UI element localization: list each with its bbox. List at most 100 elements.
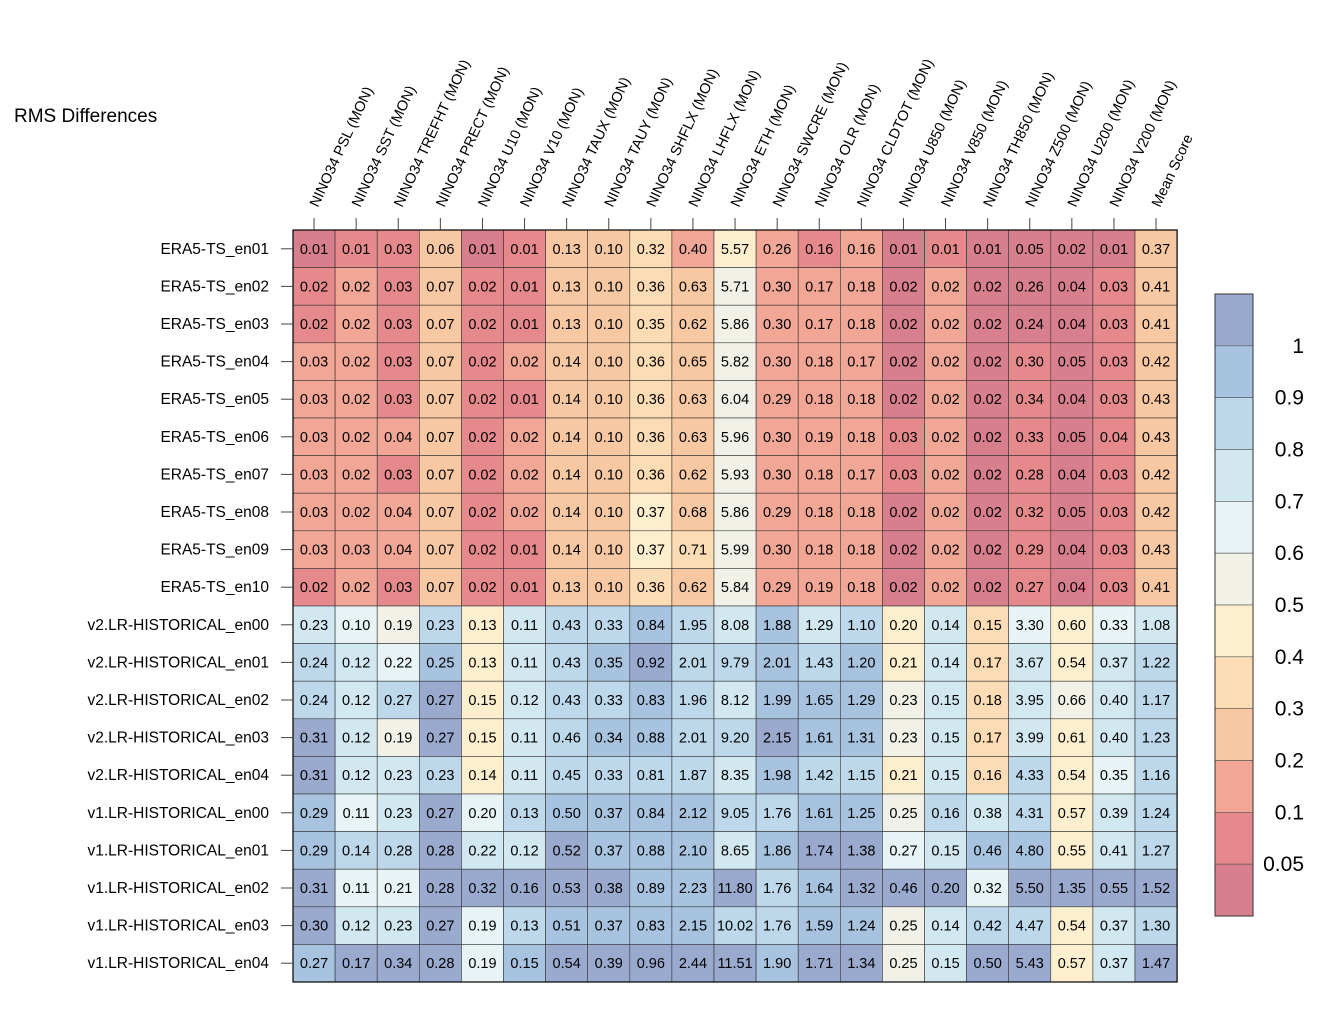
cell-value: 0.04 bbox=[384, 543, 412, 559]
heatmap-cell bbox=[376, 756, 420, 795]
cell-value: 0.02 bbox=[468, 392, 496, 408]
heatmap-cell bbox=[1134, 492, 1178, 532]
heatmap-cell bbox=[376, 793, 420, 832]
cell-value: 2.01 bbox=[679, 655, 707, 671]
heatmap-cell bbox=[1092, 643, 1136, 682]
colorbar-swatch bbox=[1214, 501, 1254, 554]
cell-value: 0.16 bbox=[847, 242, 875, 258]
heatmap-cell bbox=[839, 568, 883, 607]
cell-value: 0.21 bbox=[384, 881, 412, 897]
cell-value: 0.10 bbox=[595, 430, 623, 446]
cell-value: 0.03 bbox=[889, 430, 917, 446]
heatmap-cell bbox=[629, 718, 673, 757]
heatmap-cell bbox=[1050, 492, 1094, 532]
heatmap-cell bbox=[755, 718, 799, 757]
heatmap-cell bbox=[1050, 417, 1094, 456]
heatmap-cell bbox=[755, 944, 799, 983]
cell-value: 0.31 bbox=[300, 881, 328, 897]
cell-value: 0.02 bbox=[342, 467, 370, 483]
cell-value: 0.23 bbox=[300, 618, 328, 634]
cell-value: 0.45 bbox=[553, 768, 581, 784]
cell-value: 1.43 bbox=[805, 655, 833, 671]
heatmap-cell bbox=[587, 906, 631, 945]
cell-value: 0.37 bbox=[595, 843, 623, 859]
cell-value: 0.04 bbox=[1058, 580, 1086, 596]
cell-value: 0.29 bbox=[1016, 543, 1044, 559]
heatmap-cell bbox=[924, 756, 967, 795]
colorbar-swatch bbox=[1214, 604, 1254, 658]
cell-value: 0.04 bbox=[1100, 430, 1128, 446]
heatmap-cell bbox=[671, 304, 715, 344]
cell-value: 0.13 bbox=[553, 242, 581, 258]
heatmap-cell bbox=[418, 568, 462, 607]
heatmap-cell bbox=[376, 380, 420, 419]
cell-value: 0.04 bbox=[384, 505, 412, 521]
cell-value: 0.02 bbox=[931, 317, 959, 333]
cell-value: 0.12 bbox=[342, 768, 370, 784]
heatmap-cell bbox=[503, 944, 546, 983]
heatmap-cell bbox=[797, 304, 841, 344]
cell-value: 0.11 bbox=[343, 881, 370, 897]
heatmap-cell bbox=[797, 831, 841, 870]
cell-value: 0.32 bbox=[637, 242, 665, 258]
heatmap-cell bbox=[629, 756, 673, 795]
heatmap-cell bbox=[1134, 417, 1178, 456]
colorbar-swatch bbox=[1214, 656, 1254, 709]
cell-value: 5.43 bbox=[1016, 956, 1044, 972]
cell-value: 0.25 bbox=[426, 655, 454, 671]
cell-value: 0.10 bbox=[595, 467, 623, 483]
heatmap-cell bbox=[587, 944, 631, 983]
cell-value: 0.01 bbox=[510, 279, 538, 295]
cell-value: 0.50 bbox=[974, 956, 1002, 972]
cell-value: 0.27 bbox=[426, 731, 454, 747]
cell-value: 1.29 bbox=[805, 618, 833, 634]
cell-value: 0.51 bbox=[553, 919, 581, 935]
row-label: ERA5-TS_en01 bbox=[160, 241, 269, 258]
cell-value: 0.50 bbox=[553, 806, 581, 822]
heatmap-cell bbox=[713, 643, 757, 682]
cell-value: 0.03 bbox=[1100, 355, 1128, 371]
cell-value: 0.23 bbox=[426, 768, 454, 784]
cell-value: 0.03 bbox=[300, 467, 328, 483]
heatmap-cell bbox=[1092, 492, 1136, 532]
heatmap-cell bbox=[376, 568, 420, 607]
cell-value: 0.68 bbox=[679, 505, 707, 521]
heatmap-cell bbox=[418, 718, 462, 757]
heatmap-cell bbox=[418, 906, 462, 945]
heatmap-cell bbox=[839, 455, 883, 494]
heatmap-cell bbox=[376, 643, 420, 682]
cell-value: 0.07 bbox=[426, 505, 454, 521]
cell-value: 0.02 bbox=[931, 543, 959, 559]
cell-value: 0.22 bbox=[468, 843, 496, 859]
heatmap-cell bbox=[671, 455, 715, 494]
cell-value: 0.89 bbox=[637, 881, 665, 897]
cell-value: 0.88 bbox=[637, 843, 665, 859]
cell-value: 0.41 bbox=[1100, 843, 1128, 859]
cell-value: 0.39 bbox=[1100, 806, 1128, 822]
cell-value: 0.24 bbox=[300, 693, 328, 709]
cell-value: 0.02 bbox=[931, 279, 959, 295]
cell-value: 0.60 bbox=[1058, 618, 1086, 634]
heatmap-cell bbox=[629, 304, 673, 344]
cell-value: 0.83 bbox=[637, 693, 665, 709]
cell-value: 0.37 bbox=[637, 543, 665, 559]
cell-value: 0.13 bbox=[468, 618, 496, 634]
heatmap-cell bbox=[966, 643, 1009, 682]
cell-value: 0.17 bbox=[805, 317, 833, 333]
cell-value: 0.11 bbox=[511, 618, 538, 634]
cell-value: 11.51 bbox=[717, 956, 752, 972]
cell-value: 0.37 bbox=[595, 806, 623, 822]
cell-value: 0.40 bbox=[679, 242, 707, 258]
cell-value: 0.12 bbox=[510, 843, 538, 859]
heatmap-cell bbox=[966, 906, 1009, 945]
heatmap-cell bbox=[671, 267, 715, 306]
heatmap-cell bbox=[713, 605, 757, 644]
cell-value: 1.65 bbox=[805, 693, 833, 709]
heatmap-cell bbox=[755, 455, 799, 494]
cell-value: 3.95 bbox=[1016, 693, 1044, 709]
heatmap-cell bbox=[671, 680, 715, 720]
cell-value: 0.03 bbox=[1100, 467, 1128, 483]
heatmap-cell bbox=[587, 455, 631, 494]
heatmap-cell bbox=[755, 793, 799, 832]
cell-value: 0.18 bbox=[847, 317, 875, 333]
